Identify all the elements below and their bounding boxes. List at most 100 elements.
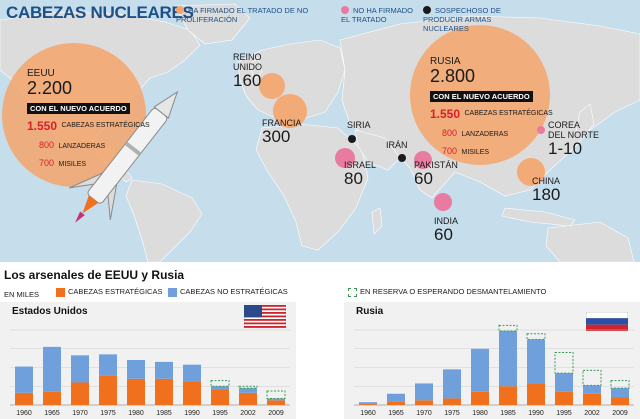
russia-bar-nonstrategic-1975	[443, 369, 461, 399]
russia-bar-nonstrategic-1985	[499, 330, 517, 387]
russia-bar-reserve-2002	[582, 369, 602, 386]
page-title: CABEZAS NUCLEARES	[6, 3, 194, 22]
usa-tick-label: 2002	[240, 410, 256, 417]
russia-bar-strategic-1980	[471, 391, 489, 405]
russia-tick-label: 1995	[556, 410, 572, 417]
usa-bar-strategic-1965	[43, 391, 61, 405]
usa-tick-label: 1975	[100, 410, 116, 417]
usa-tick-label: 1980	[128, 410, 144, 417]
usa-bar-reserve-2009	[266, 390, 286, 399]
black-dot-icon	[423, 6, 431, 14]
label-syria: SIRIA	[347, 120, 371, 130]
usa-bar-nonstrategic-1990	[183, 364, 201, 382]
usa-bar-nonstrategic-2002	[239, 388, 257, 393]
orange-square-icon	[56, 287, 65, 297]
russia-panel: Rusia 1960 1965 1970 1975 1980 1985 1990 1995 20…	[344, 302, 640, 419]
blue-square-icon	[168, 287, 177, 297]
legend-nonstrategic: CABEZAS NO ESTRATÉGICAS	[168, 287, 288, 297]
india-bubble	[434, 193, 452, 211]
russia-bar-strategic-1975	[443, 398, 461, 405]
usa-chart-title: Estados Unidos	[12, 306, 88, 317]
dashed-square-icon	[348, 287, 357, 297]
label-china: CHINA 180	[532, 176, 561, 204]
france-bubble	[273, 94, 307, 128]
russia-tick-label: 2002	[584, 410, 600, 417]
russia-chart: 1960 1965 1970 1975 1980 1985 1990 1995 2002 2009	[354, 324, 634, 417]
usa-bar-strategic-1975	[99, 375, 117, 405]
russia-bar-nonstrategic-1970	[415, 383, 433, 401]
label-pakistan: PAKISTÁN 60	[414, 160, 458, 188]
world-map: CABEZAS NUCLEARES HA FIRMADO EL TRATADO …	[0, 0, 640, 262]
russia-tick-label: 1980	[472, 410, 488, 417]
russia-bar-nonstrategic-1980	[471, 348, 489, 392]
label-israel: ISRAEL 80	[344, 160, 377, 188]
legend-signed: HA FIRMADO EL TRATADO DE NO PROLIFERACIÓ…	[176, 6, 309, 24]
usa-bar-strategic-1970	[71, 382, 89, 405]
usa-bar-nonstrategic-1980	[127, 360, 145, 379]
usa-bar-nonstrategic-2009	[267, 398, 285, 401]
nkorea-bubble	[537, 126, 545, 134]
russia-bar-strategic-2002	[583, 393, 601, 405]
russia-bar-reserve-1995	[554, 352, 574, 374]
usa-tick-label: 1970	[72, 410, 88, 417]
russia-bar-nonstrategic-1995	[555, 373, 573, 392]
usa-tick-label: 2009	[268, 410, 284, 417]
russia-tick-label: 1985	[500, 410, 516, 417]
usa-bar-strategic-1995	[211, 390, 229, 405]
russia-bar-nonstrategic-1965	[387, 393, 405, 402]
usa-bar-strategic-2009	[267, 400, 285, 405]
pink-dot-icon	[341, 6, 349, 14]
section-title: Los arsenales de EEUU y Rusia	[4, 268, 185, 282]
russia-bar-reserve-1985	[498, 324, 518, 332]
russia-tick-label: 1960	[360, 410, 376, 417]
russia-flag-icon	[586, 312, 628, 331]
usa-bar-nonstrategic-1995	[211, 386, 229, 390]
russia-bar-strategic-1965	[387, 401, 405, 405]
usa-bar-strategic-2002	[239, 392, 257, 405]
usa-bar-reserve-2002	[238, 385, 258, 389]
usa-bar-reserve-1995	[210, 380, 230, 387]
usa-panel: Estados Unidos 1960 1965 1970 1975 1980 1985 1…	[0, 302, 296, 419]
russia-bar-strategic-2009	[611, 397, 629, 405]
russia-bar-reserve-2009	[610, 380, 630, 389]
russia-bar-nonstrategic-2009	[611, 388, 629, 398]
label-uk: REINO UNIDO 160	[233, 52, 262, 90]
usa-bar-strategic-1985	[155, 378, 173, 405]
russia-bar-strategic-1995	[555, 391, 573, 405]
uk-bubble	[259, 73, 285, 99]
usa-bar-nonstrategic-1960	[15, 366, 33, 393]
orange-dot-icon	[176, 6, 184, 14]
russia-bar-strategic-1970	[415, 400, 433, 405]
usa-tick-label: 1995	[212, 410, 228, 417]
russia-bar-nonstrategic-1990	[527, 339, 545, 384]
unit-label: EN MILES	[4, 290, 40, 299]
usa-bar-strategic-1990	[183, 381, 201, 405]
israel-bubble	[335, 148, 355, 168]
usa-bar-strategic-1960	[15, 392, 33, 405]
usa-tick-label: 1985	[156, 410, 172, 417]
usa-bar-strategic-1980	[127, 378, 145, 405]
russia-bar-nonstrategic-1960	[359, 402, 377, 405]
legend-suspected: SOSPECHOSO DE PRODUCIR ARMAS NUCLEARES	[423, 6, 501, 33]
russia-tick-label: 1975	[444, 410, 460, 417]
label-iran: IRÁN	[386, 140, 408, 150]
china-bubble	[517, 158, 545, 186]
syria-dot	[348, 135, 356, 143]
russia-callout: RUSIA 2.800 CON EL NUEVO ACUERDO 1.550 C…	[430, 56, 553, 156]
legend-not-signed: NO HA FIRMADO EL TRATADO	[341, 6, 414, 24]
iran-dot	[398, 154, 406, 162]
usa-flag-icon	[244, 305, 286, 328]
usa-chart: 1960 1965 1970 1975 1980 1985 1990 1995 2002 2009	[10, 329, 290, 417]
usa-bar-nonstrategic-1970	[71, 355, 89, 383]
usa-bar-nonstrategic-1985	[155, 361, 173, 379]
pakistan-bubble	[414, 151, 432, 169]
legend-strategic: CABEZAS ESTRATÉGICAS	[56, 287, 162, 297]
usa-tick-label: 1965	[44, 410, 60, 417]
russia-tick-label: 2009	[612, 410, 628, 417]
russia-tick-label: 1990	[528, 410, 544, 417]
russia-chart-title: Rusia	[356, 306, 384, 317]
legend-reserve: EN RESERVA O ESPERANDO DESMANTELAMIENTO	[348, 287, 546, 297]
usa-tick-label: 1990	[184, 410, 200, 417]
label-india: INDIA 60	[434, 216, 459, 244]
missile-illustration	[69, 90, 179, 223]
